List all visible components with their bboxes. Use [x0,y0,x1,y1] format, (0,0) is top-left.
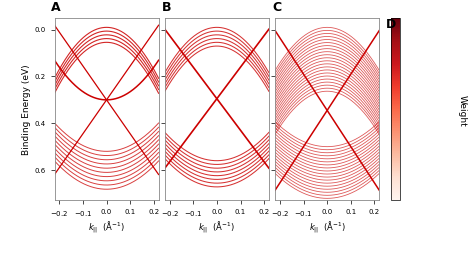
X-axis label: $k_{||}$  ($\mathrm{\AA}^{-1}$): $k_{||}$ ($\mathrm{\AA}^{-1}$) [199,220,235,236]
Text: C: C [272,1,281,14]
X-axis label: $k_{||}$  ($\mathrm{\AA}^{-1}$): $k_{||}$ ($\mathrm{\AA}^{-1}$) [309,220,346,236]
Text: A: A [51,1,61,14]
Y-axis label: Binding Energy (eV): Binding Energy (eV) [22,64,31,154]
Text: B: B [162,1,171,14]
Text: Weight: Weight [458,95,466,126]
X-axis label: $k_{||}$  ($\mathrm{\AA}^{-1}$): $k_{||}$ ($\mathrm{\AA}^{-1}$) [88,220,125,236]
Text: D: D [386,18,397,31]
